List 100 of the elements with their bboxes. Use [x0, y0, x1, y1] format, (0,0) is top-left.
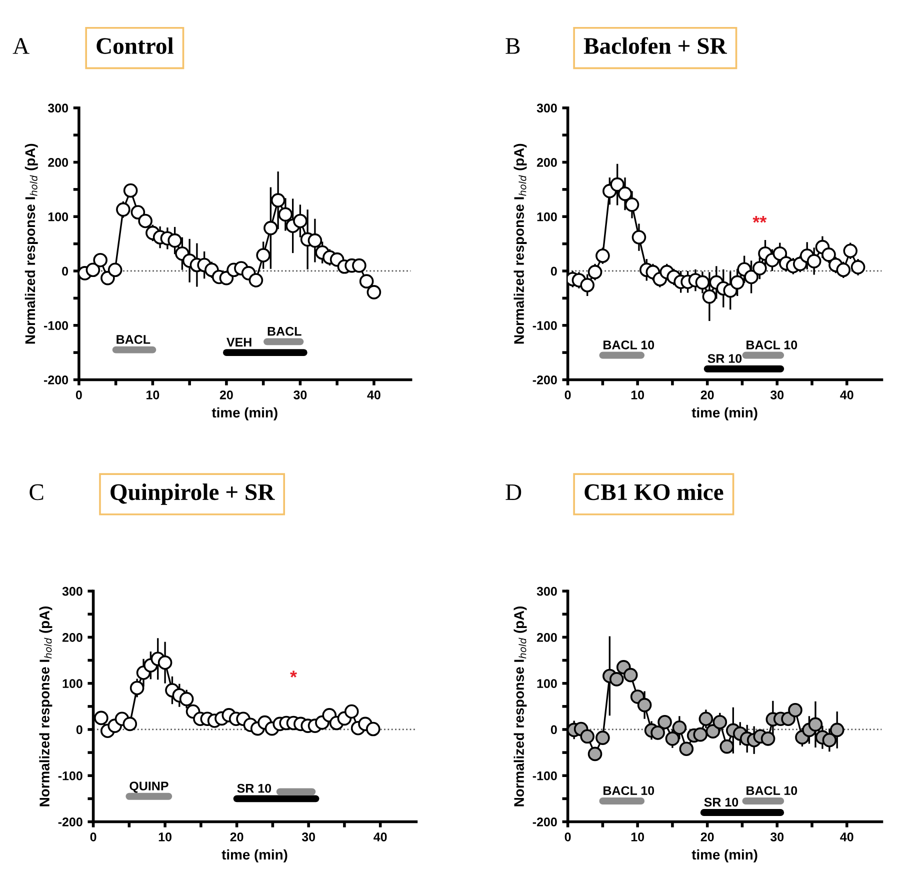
y-tick-label: 200: [48, 158, 68, 167]
point: [580, 729, 594, 744]
annotation: *: [290, 670, 297, 678]
point: [596, 730, 610, 745]
point: [772, 246, 788, 261]
point: [158, 655, 172, 670]
point: [293, 214, 308, 228]
y-tick-label: -100: [532, 321, 557, 330]
chart-title: Baclofen + SR: [584, 37, 728, 54]
point: [752, 261, 767, 276]
series-label: BACL 10: [746, 786, 798, 796]
x-tick-label: 0: [564, 832, 571, 842]
point: [698, 712, 714, 726]
x-tick-label: 20: [230, 832, 244, 842]
x-tick-label: 0: [564, 390, 571, 400]
y-tick-label: -100: [532, 771, 557, 780]
point: [130, 680, 144, 696]
series-label: BACL 10: [604, 786, 654, 796]
y-axis-title: Normalized response I$_{hold}$ (pA): [514, 606, 527, 806]
point: [822, 248, 836, 262]
series-label: SR 10: [708, 354, 742, 363]
x-tick-label: 0: [90, 832, 96, 842]
chart-title: Quinpirole + SR: [110, 484, 275, 505]
point: [806, 254, 822, 268]
point: [706, 724, 720, 738]
y-tick-label: 300: [48, 104, 68, 113]
y-tick-label: 0: [62, 266, 68, 276]
point: [665, 732, 680, 746]
point: [760, 732, 776, 746]
point: [830, 722, 844, 738]
point: [123, 183, 138, 198]
series-label: QUINP: [130, 782, 168, 793]
point: [108, 262, 122, 278]
y-tick-label: -200: [532, 376, 557, 384]
point: [100, 270, 115, 286]
y-tick-label: 200: [536, 158, 557, 167]
text: D: [506, 484, 522, 500]
x-axis-title: time (min): [692, 407, 758, 420]
point: [179, 692, 194, 706]
point: [695, 275, 710, 290]
y-tick-label: 300: [62, 586, 82, 596]
x-tick-label: 20: [700, 832, 714, 842]
text: A: [12, 38, 30, 54]
point: [588, 264, 602, 280]
y-tick-label: -200: [44, 376, 68, 384]
point: [702, 289, 717, 304]
point: [359, 274, 374, 288]
x-tick-label: 10: [146, 390, 160, 400]
y-tick-label: -200: [58, 818, 82, 826]
x-tick-label: 10: [631, 390, 644, 400]
x-tick-label: 30: [302, 832, 316, 842]
text: B: [506, 38, 520, 54]
point: [93, 252, 108, 268]
point: [781, 712, 796, 726]
point: [94, 710, 108, 726]
y-axis-title: Normalized response I$_{hold}$ (pA): [24, 144, 38, 344]
x-tick-label: 10: [158, 832, 172, 842]
point: [637, 698, 652, 712]
point: [632, 230, 646, 244]
y-tick-label: 0: [550, 266, 557, 276]
point: [610, 177, 624, 192]
point: [138, 214, 152, 228]
point: [730, 275, 744, 290]
y-tick-label: 100: [48, 212, 68, 222]
y-tick-label: -200: [532, 818, 557, 826]
x-tick-label: 10: [631, 832, 644, 842]
point: [308, 233, 322, 248]
point: [130, 205, 146, 220]
y-tick-label: 100: [537, 212, 557, 222]
series-label: SR 10: [237, 784, 272, 793]
series-label: BACL 10: [746, 340, 798, 350]
point: [270, 193, 286, 208]
x-tick-label: 30: [294, 390, 307, 400]
point: [672, 720, 687, 735]
y-tick-label: 200: [536, 633, 557, 642]
series-label: VEH: [226, 338, 252, 346]
y-tick-label: 0: [550, 725, 557, 734]
point: [623, 668, 638, 682]
point: [86, 262, 100, 278]
x-tick-label: 40: [840, 832, 854, 842]
point: [344, 704, 359, 719]
point: [618, 186, 632, 201]
point: [256, 248, 270, 262]
point: [720, 739, 734, 754]
y-tick-label: 300: [536, 586, 557, 596]
point: [116, 202, 130, 217]
annotation: **: [752, 216, 767, 223]
y-tick-label: -100: [44, 321, 68, 330]
point: [822, 732, 837, 748]
point: [366, 285, 382, 300]
x-axis-title: time (min): [692, 849, 758, 862]
point: [693, 727, 708, 742]
series-label: SR 10: [704, 798, 738, 807]
point: [712, 714, 728, 730]
text: C: [30, 484, 44, 500]
series-label: BACL 10: [604, 340, 654, 350]
point: [122, 716, 138, 732]
y-tick-label: 200: [62, 633, 82, 642]
y-tick-label: 100: [62, 679, 82, 688]
y-tick-label: -100: [58, 771, 82, 780]
